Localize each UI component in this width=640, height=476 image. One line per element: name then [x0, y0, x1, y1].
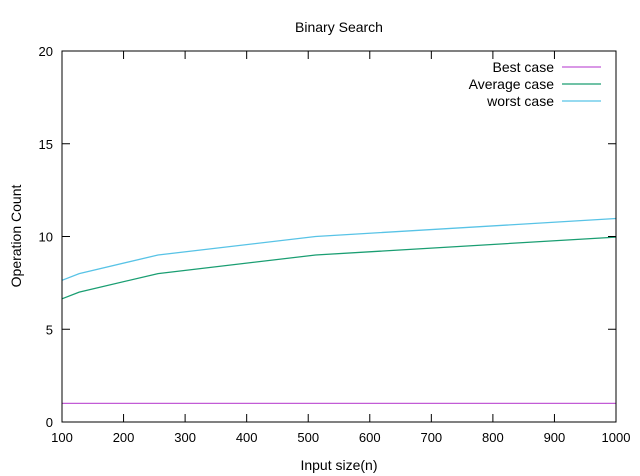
legend-label-3: worst case	[486, 93, 554, 109]
x-tick-label: 700	[420, 430, 442, 445]
x-tick-label: 400	[236, 430, 258, 445]
y-axis-title: Operation Count	[8, 185, 24, 288]
axis-tick-labels: 100 200 300 400 500 600 700 800 900 1000 0 5 10 15 20	[39, 44, 631, 445]
y-tick-label: 10	[39, 230, 53, 245]
plot-lines	[61, 217, 617, 405]
x-tick-label: 200	[113, 430, 135, 445]
x-tick-label: 800	[482, 430, 504, 445]
x-axis-title: Input size(n)	[300, 457, 377, 473]
legend-label-1: Best case	[493, 59, 555, 75]
x-tick-label: 900	[544, 430, 566, 445]
x-tick-label: 500	[297, 430, 319, 445]
x-tick-label: 300	[174, 430, 196, 445]
series-line-3	[61, 217, 617, 281]
series-line-2	[61, 236, 617, 300]
chart-title: Binary Search	[295, 19, 383, 35]
y-tick-label: 5	[46, 322, 53, 337]
x-tick-label: 600	[359, 430, 381, 445]
legend-label-2: Average case	[469, 76, 555, 92]
y-tick-label: 20	[39, 44, 53, 59]
y-tick-label: 15	[39, 137, 53, 152]
axis-ticks	[61, 50, 617, 423]
x-tick-label: 100	[51, 430, 73, 445]
x-tick-label: 1000	[602, 430, 631, 445]
y-tick-label: 0	[46, 415, 53, 430]
